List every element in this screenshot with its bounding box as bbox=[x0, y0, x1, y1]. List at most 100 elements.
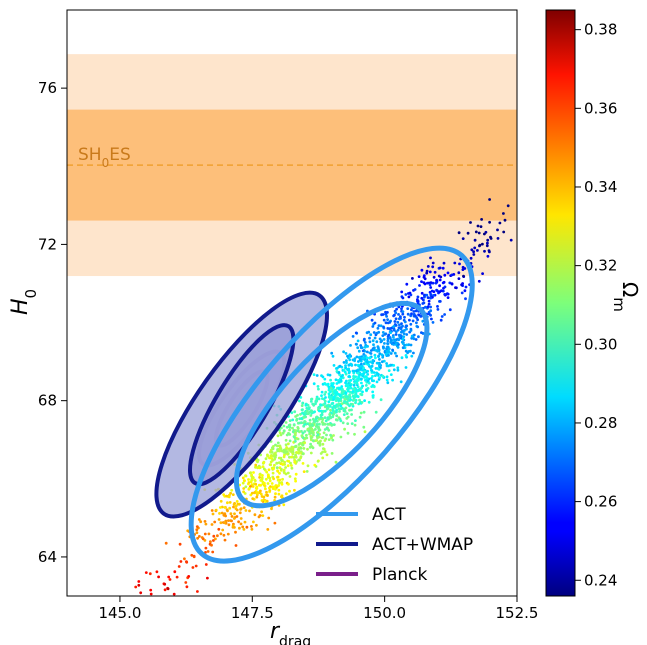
scatter-point bbox=[314, 402, 317, 406]
scatter-point bbox=[341, 373, 344, 377]
scatter-point bbox=[372, 379, 376, 383]
scatter-point bbox=[290, 464, 293, 467]
scatter-point bbox=[417, 335, 420, 339]
scatter-point bbox=[277, 492, 281, 496]
scatter-point bbox=[244, 485, 248, 489]
scatter-point bbox=[238, 511, 242, 515]
scatter-point bbox=[305, 470, 309, 473]
scatter-point bbox=[264, 477, 268, 481]
scatter-point bbox=[257, 515, 261, 519]
scatter-point bbox=[330, 423, 334, 427]
scatter-point bbox=[260, 499, 264, 502]
scatter-point bbox=[406, 307, 410, 310]
scatter-point bbox=[234, 507, 238, 510]
scatter-point bbox=[418, 284, 421, 287]
scatter-point bbox=[431, 321, 435, 324]
scatter-point bbox=[275, 461, 279, 465]
scatter-point bbox=[400, 356, 404, 360]
scatter-point bbox=[392, 335, 395, 339]
scatter-point bbox=[321, 450, 324, 454]
scatter-point bbox=[268, 463, 272, 466]
scatter-point bbox=[405, 343, 409, 347]
scatter-point bbox=[371, 374, 374, 378]
scatter-point bbox=[400, 290, 404, 294]
scatter-point bbox=[369, 333, 373, 337]
scatter-point bbox=[271, 447, 275, 451]
scatter-point bbox=[473, 238, 477, 242]
scatter-point bbox=[325, 407, 329, 411]
scatter-point bbox=[354, 401, 357, 405]
scatter-point bbox=[420, 280, 423, 283]
scatter-point bbox=[346, 397, 350, 400]
scatter-point bbox=[376, 345, 380, 348]
scatter-point bbox=[432, 275, 436, 279]
scatter-point bbox=[381, 331, 385, 334]
colorbar-tick-label: 0.32 bbox=[584, 257, 617, 275]
scatter-point bbox=[321, 442, 325, 446]
scatter-point bbox=[331, 438, 335, 442]
scatter-point bbox=[359, 344, 363, 347]
scatter-point bbox=[288, 425, 292, 429]
scatter-point bbox=[429, 286, 433, 289]
scatter-point bbox=[461, 237, 465, 241]
scatter-point bbox=[210, 523, 214, 526]
scatter-point bbox=[243, 520, 247, 524]
scatter-point bbox=[436, 308, 440, 311]
scatter-point bbox=[218, 512, 221, 515]
scatter-point bbox=[265, 493, 269, 497]
scatter-point bbox=[370, 377, 373, 380]
x-axis: 145.0 147.5 150.0 152.5 bbox=[98, 596, 538, 622]
scatter-point bbox=[413, 288, 417, 291]
scatter-point bbox=[405, 282, 409, 286]
scatter-point bbox=[309, 451, 313, 455]
scatter-point bbox=[272, 477, 275, 481]
y-tick-label: 72 bbox=[38, 235, 57, 253]
scatter-point bbox=[372, 331, 376, 334]
scatter-point bbox=[346, 422, 350, 425]
scatter-point bbox=[273, 521, 277, 525]
scatter-point bbox=[339, 435, 343, 439]
scatter-point bbox=[157, 575, 161, 579]
scatter-point bbox=[438, 266, 442, 270]
scatter-point bbox=[461, 282, 464, 285]
scatter-point bbox=[424, 305, 427, 309]
scatter-point bbox=[481, 242, 484, 246]
scatter-point bbox=[394, 330, 398, 334]
scatter-point bbox=[353, 369, 356, 373]
scatter-point bbox=[380, 339, 383, 343]
scatter-point bbox=[450, 282, 454, 286]
scatter-point bbox=[368, 336, 371, 340]
scatter-point bbox=[320, 411, 324, 414]
scatter-point bbox=[315, 423, 319, 426]
scatter-point bbox=[466, 231, 470, 235]
scatter-point bbox=[396, 328, 400, 332]
scatter-point bbox=[187, 575, 191, 578]
scatter-point bbox=[239, 522, 243, 526]
colorbar-label: Ωm bbox=[610, 282, 642, 312]
scatter-point bbox=[198, 535, 201, 538]
scatter-point bbox=[242, 490, 246, 494]
scatter-point bbox=[321, 436, 325, 439]
scatter-point bbox=[271, 471, 275, 475]
scatter-point bbox=[411, 277, 414, 280]
scatter-point bbox=[386, 349, 390, 353]
scatter-point bbox=[295, 417, 299, 421]
scatter-point bbox=[242, 487, 246, 490]
scatter-point bbox=[503, 218, 507, 222]
scatter-point bbox=[349, 344, 352, 347]
scatter-point bbox=[443, 293, 447, 296]
scatter-point bbox=[175, 575, 179, 579]
scatter-point bbox=[361, 374, 365, 378]
scatter-point bbox=[288, 439, 292, 443]
scatter-point bbox=[299, 412, 302, 416]
scatter-point bbox=[308, 418, 312, 422]
scatter-point bbox=[278, 471, 281, 475]
scatter-point bbox=[318, 442, 322, 445]
scatter-point bbox=[426, 305, 430, 309]
scatter-point bbox=[272, 454, 275, 458]
scatter-point bbox=[426, 265, 430, 268]
scatter-point bbox=[254, 465, 257, 469]
scatter-point bbox=[346, 388, 350, 392]
scatter-point bbox=[290, 455, 293, 459]
scatter-point bbox=[256, 460, 259, 464]
